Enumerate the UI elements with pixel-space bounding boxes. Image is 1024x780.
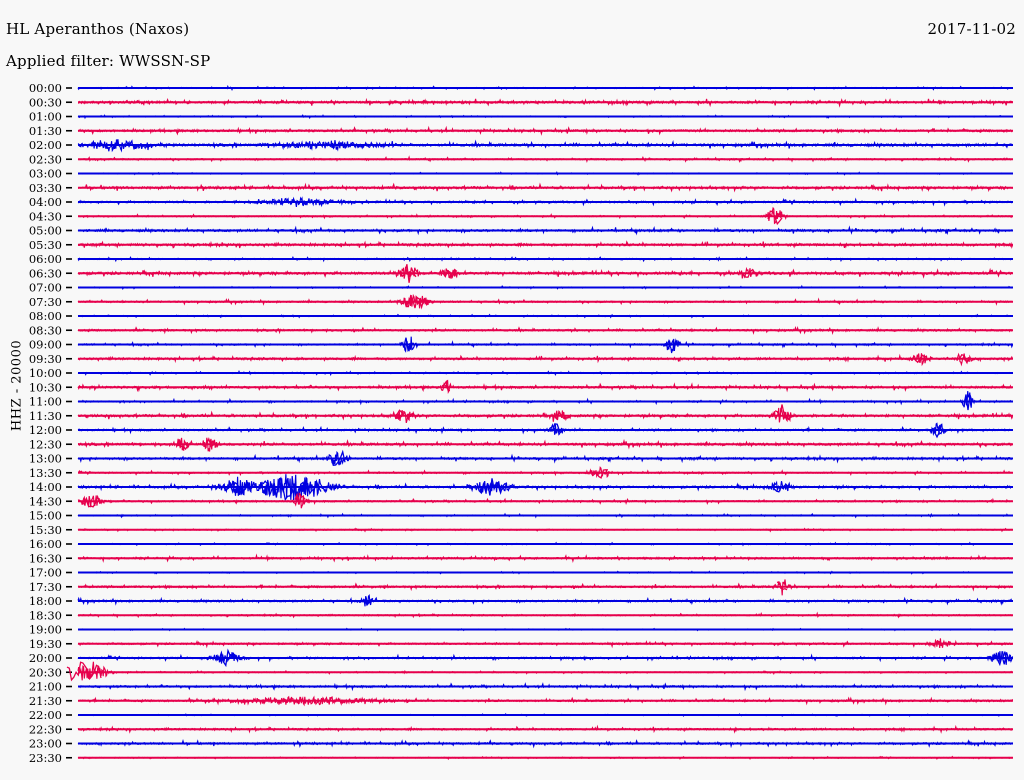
time-label: 16:30 [29,551,62,565]
seismic-event [262,476,322,504]
time-label: 10:00 [29,366,62,380]
time-label: 23:00 [29,737,62,751]
time-label: 03:30 [29,181,62,195]
seismic-event [175,444,189,451]
trace-canvas: 00:0000:3001:0001:3002:0002:3003:0003:30… [29,81,1014,765]
seismogram-plot: 00:00 00:30 01:00 01:30 02:00 02:30 03:00 03:30… [0,80,1024,780]
seismic-event [956,354,970,363]
seismic-event [591,469,609,479]
time-label: 12:00 [29,423,62,437]
time-label: 17:30 [29,580,62,594]
time-label: 06:30 [29,266,62,280]
time-label: 21:00 [29,680,62,694]
time-label: 02:30 [29,152,62,166]
time-label: 04:00 [29,195,62,209]
time-label: 19:00 [29,623,62,637]
time-label: 11:00 [29,395,62,409]
seismic-event [774,404,790,421]
station-title: HL Aperanthos (Naxos) [6,20,190,38]
time-label: 19:30 [29,637,62,651]
seismic-event [441,380,451,392]
time-label: 15:00 [29,509,62,523]
seismic-event [223,481,253,496]
seismic-event [912,354,928,364]
seismic-event [66,661,102,682]
time-label: 22:30 [29,722,62,736]
time-label: 22:00 [29,708,62,722]
seismic-event [394,409,414,418]
time-label: 09:00 [29,338,62,352]
applied-filter-label: Applied filter: WWSSN-SP [6,52,211,70]
time-label: 13:00 [29,452,62,466]
seismic-event [666,339,678,348]
time-label: 03:00 [29,167,62,181]
time-label: 18:30 [29,608,62,622]
seismic-event [476,478,508,496]
time-label: 00:30 [29,95,62,109]
time-label: 14:00 [29,480,62,494]
seismic-event [740,268,756,278]
seismic-event [932,427,944,439]
time-label: 20:00 [29,651,62,665]
time-label: 00:00 [29,81,62,95]
time-label: 13:30 [29,466,62,480]
seismic-event [549,423,563,433]
time-label: 15:30 [29,523,62,537]
time-label: 18:00 [29,594,62,608]
seismic-trace [77,661,1013,681]
seismic-event [330,449,346,466]
seismic-event [776,581,788,591]
seismic-event [399,264,417,283]
time-label: 16:00 [29,537,62,551]
time-label: 02:00 [29,138,62,152]
time-label: 06:00 [29,252,62,266]
time-label: 07:00 [29,281,62,295]
time-label: 04:30 [29,209,62,223]
seismic-event [767,210,783,226]
time-label: 05:30 [29,238,62,252]
time-label: 14:30 [29,494,62,508]
time-label: 20:30 [29,665,62,679]
time-label: 08:00 [29,309,62,323]
seismic-event [203,437,217,448]
seismic-event [294,492,306,505]
seismic-event [362,597,374,607]
time-label: 21:30 [29,694,62,708]
time-label: 08:30 [29,323,62,337]
date-label: 2017-11-02 [927,20,1016,38]
time-label: 12:30 [29,437,62,451]
seismic-event [403,294,427,310]
seismic-event [553,412,567,421]
time-label: 01:30 [29,124,62,138]
time-label: 05:00 [29,224,62,238]
time-label: 10:30 [29,380,62,394]
seismic-event [442,268,458,279]
seismic-trace [77,391,1013,408]
time-label: 11:30 [29,409,62,423]
seismic-event [771,483,789,493]
seismic-event [81,494,103,508]
seismic-event [216,648,240,668]
seismic-event [403,337,415,353]
seismic-event [992,652,1012,667]
time-label: 17:00 [29,566,62,580]
seismic-event [963,394,973,411]
time-label: 09:30 [29,352,62,366]
time-label: 07:30 [29,295,62,309]
time-label: 23:30 [29,751,62,765]
time-label: 01:00 [29,110,62,124]
